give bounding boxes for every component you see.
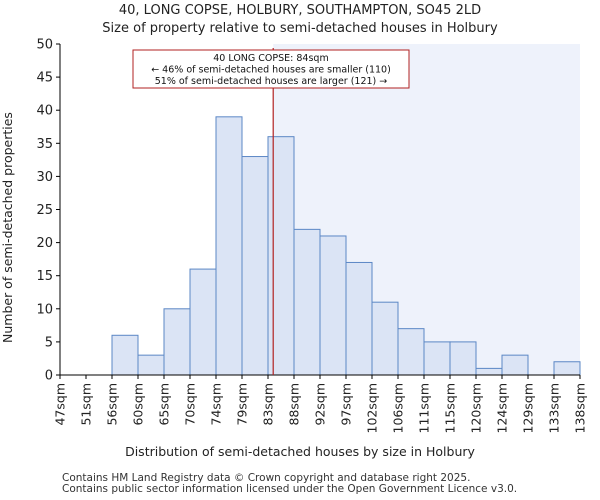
- bar-83sqm: [267, 136, 295, 376]
- y-tick-label: 0: [45, 369, 53, 384]
- x-tick-label: 124sqm: [495, 383, 510, 433]
- bar-74sqm: [215, 116, 243, 376]
- y-tick-label: 50: [36, 38, 53, 53]
- x-tick-label: 65sqm: [157, 383, 172, 426]
- x-tick-label: 111sqm: [417, 383, 432, 433]
- x-tick-label: 70sqm: [183, 383, 198, 426]
- chart-title: 40, LONG COPSE, HOLBURY, SOUTHAMPTON, SO…: [118, 3, 482, 18]
- footer-line-2: Contains public sector information licen…: [62, 483, 518, 495]
- x-axis-label: Distribution of semi-detached houses by …: [125, 444, 475, 459]
- bar-120sqm: [475, 367, 503, 376]
- footer-line-1: Contains HM Land Registry data © Crown c…: [62, 472, 471, 484]
- bar-79sqm: [241, 156, 269, 376]
- x-tick-label: 47sqm: [53, 383, 68, 426]
- annotation-box: [132, 49, 410, 89]
- x-tick-label: 60sqm: [131, 383, 146, 426]
- bar-102sqm: [371, 301, 399, 376]
- bar-124sqm: [501, 354, 529, 376]
- x-tick-label: 133sqm: [547, 383, 562, 433]
- x-tick-label: 88sqm: [287, 383, 302, 426]
- y-tick-label: 30: [36, 170, 53, 185]
- chart-subtitle: Size of property relative to semi-detach…: [102, 21, 498, 36]
- x-tick-label: 74sqm: [209, 383, 224, 426]
- bar-106sqm: [397, 328, 425, 376]
- bar-111sqm: [423, 341, 451, 376]
- x-tick-label: 56sqm: [105, 383, 120, 426]
- x-tick-label: 129sqm: [521, 383, 536, 433]
- bar-92sqm: [319, 235, 347, 376]
- x-tick-label: 120sqm: [469, 383, 484, 433]
- x-tick-label: 102sqm: [365, 383, 380, 433]
- y-tick-label: 25: [36, 203, 53, 218]
- x-tick-label: 115sqm: [443, 383, 458, 433]
- bar-60sqm: [137, 354, 165, 376]
- x-tick-label: 97sqm: [339, 383, 354, 426]
- x-tick-label: 106sqm: [391, 383, 406, 433]
- y-tick-label: 5: [45, 335, 53, 350]
- annotation-line-3: 51% of semi-detached houses are larger (…: [155, 76, 388, 87]
- y-tick-label: 40: [36, 104, 53, 119]
- bar-56sqm: [111, 334, 139, 376]
- bar-70sqm: [189, 268, 217, 376]
- annotation-line-1: 40 LONG COPSE: 84sqm: [213, 53, 328, 64]
- x-tick-label: 138sqm: [573, 383, 588, 433]
- annotation-line-2: ← 46% of semi-detached houses are smalle…: [151, 65, 391, 76]
- y-tick-label: 35: [36, 137, 53, 152]
- x-tick-label: 51sqm: [79, 383, 94, 426]
- bar-88sqm: [293, 228, 321, 376]
- y-tick-label: 20: [36, 236, 53, 251]
- bar-133sqm: [553, 361, 581, 376]
- y-tick-label: 10: [36, 302, 53, 317]
- x-tick-label: 83sqm: [261, 383, 276, 426]
- y-axis-label: Number of semi-detached properties: [0, 112, 15, 343]
- y-tick-label: 15: [36, 269, 53, 284]
- bar-97sqm: [345, 261, 373, 376]
- x-tick-label: 79sqm: [235, 383, 250, 426]
- x-tick-label: 92sqm: [313, 383, 328, 426]
- bar-65sqm: [163, 308, 191, 376]
- y-tick-label: 45: [36, 71, 53, 86]
- bar-115sqm: [449, 341, 477, 376]
